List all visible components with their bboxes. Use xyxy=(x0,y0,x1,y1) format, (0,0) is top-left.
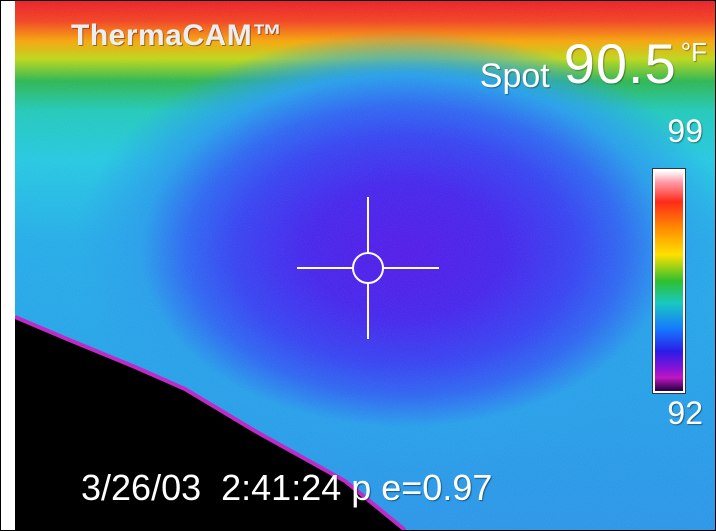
brand-logo: ThermaCAM™ xyxy=(71,19,283,52)
temperature-unit: °F xyxy=(680,37,707,67)
scale-min-label: 92 xyxy=(667,395,703,431)
thermal-image: ThermaCAM™ Spot 90.5 °F 99 92 3/26/03 2:41:… xyxy=(15,1,715,530)
temperature-scale-bar xyxy=(652,168,686,394)
capture-date: 3/26/03 xyxy=(81,467,202,508)
spot-crosshair-icon xyxy=(297,197,439,339)
spot-temperature: 90.5 xyxy=(563,32,677,95)
capture-info: 3/26/03 2:41:24 p e=0.97 xyxy=(81,467,492,509)
scale-max-label: 99 xyxy=(667,113,703,149)
capture-time: 2:41:24 p xyxy=(221,467,372,508)
spot-label: Spot xyxy=(479,57,550,95)
spot-readout: Spot 90.5 °F xyxy=(480,31,707,96)
cold-object-region xyxy=(15,315,407,530)
emissivity: e=0.97 xyxy=(381,467,493,508)
